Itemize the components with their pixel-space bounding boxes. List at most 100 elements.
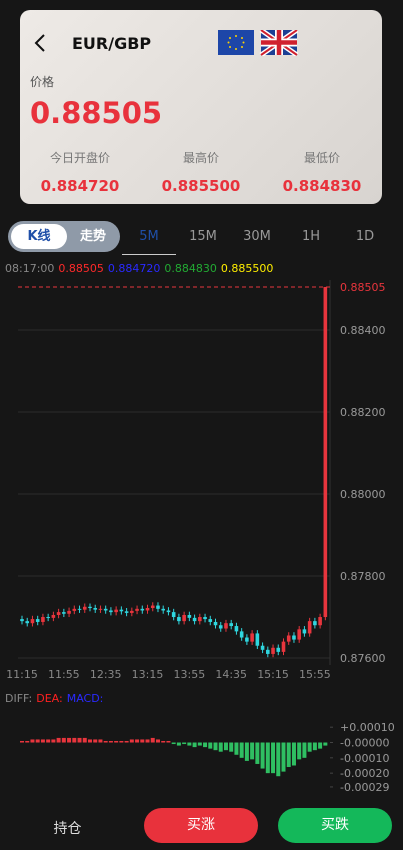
- candle-body: [77, 608, 82, 610]
- candle-body: [150, 605, 155, 609]
- macd-bar: [135, 739, 140, 743]
- candle-body: [213, 621, 218, 626]
- candle-body: [245, 637, 249, 642]
- period-tab[interactable]: 30M: [243, 229, 271, 244]
- macd-bar: [213, 742, 218, 751]
- macd-bar: [35, 739, 40, 743]
- macd-bar: [271, 742, 276, 774]
- macd-bar: [98, 739, 103, 743]
- macd-bar: [82, 737, 87, 743]
- candle-body: [286, 635, 291, 642]
- info-value: 0.885500: [220, 262, 274, 275]
- period-tab[interactable]: 5M: [122, 222, 176, 255]
- x-tick-label: 12:35: [90, 668, 122, 681]
- macd-bar: [260, 742, 265, 769]
- y-tick-label: 0.87800: [340, 570, 386, 583]
- x-tick-label: 11:15: [6, 668, 38, 681]
- macd-bar: [281, 742, 286, 772]
- macd-bar: [46, 739, 51, 743]
- candle-body: [198, 617, 202, 622]
- macd-bar: [161, 740, 166, 743]
- chart: 0.87600 0.87800 0.88000 0.88200 0.88400 11:15…: [6, 280, 395, 794]
- candle-body: [166, 610, 171, 613]
- macd-bar: [56, 737, 61, 743]
- candle-body: [62, 612, 66, 614]
- macd-bar: [155, 739, 160, 743]
- macd-bar: [297, 742, 302, 760]
- candle-body: [145, 608, 150, 611]
- candle-body: [46, 617, 50, 619]
- macd-bar: [265, 742, 270, 774]
- macd-legend-item: DEA:: [36, 692, 63, 705]
- macd-bar: [318, 742, 323, 749]
- stat-value: 0.885500: [161, 177, 241, 195]
- info-time: 08:17:00: [5, 262, 55, 275]
- candle-body: [88, 606, 92, 609]
- x-tick-label: 13:55: [174, 668, 206, 681]
- trend-tab[interactable]: 走势: [79, 229, 106, 244]
- candle-body: [82, 606, 87, 610]
- macd-bar: [203, 742, 208, 748]
- macd-bar: [72, 737, 77, 743]
- x-tick-label: 13:15: [132, 668, 164, 681]
- price-label: 价格: [30, 75, 55, 89]
- candle-body: [103, 608, 108, 611]
- macd-bar: [182, 742, 187, 745]
- macd-bar: [312, 742, 317, 751]
- stat-value: 0.884830: [282, 177, 362, 195]
- macd-bar: [108, 740, 113, 743]
- period-tab[interactable]: 15M: [189, 229, 217, 244]
- buy-down-button[interactable]: 买跌: [278, 808, 392, 843]
- view-toggle: K线 走势: [8, 221, 120, 252]
- candle-body: [292, 635, 296, 640]
- kline-tab[interactable]: K线: [11, 224, 67, 249]
- macd-bar: [307, 742, 312, 752]
- macd-bar: [61, 737, 66, 743]
- macd-bar: [140, 739, 145, 743]
- macd-bar: [218, 742, 223, 752]
- y-tick-label: -0.00010: [340, 752, 389, 765]
- macd-bar: [208, 742, 213, 749]
- macd-bar: [239, 742, 244, 758]
- x-tick-label: 11:55: [48, 668, 80, 681]
- position-tab[interactable]: 持仓: [53, 821, 82, 837]
- candle-body: [187, 614, 192, 618]
- back-button[interactable]: [32, 32, 48, 54]
- y-tick-label: 0.88200: [340, 406, 386, 419]
- info-value: 0.884830: [164, 262, 217, 275]
- candle-body: [297, 629, 301, 640]
- candle-body: [130, 610, 134, 613]
- candle-body: [56, 612, 61, 615]
- candle-body: [135, 608, 139, 611]
- candle-body: [20, 619, 24, 622]
- buy-up-button[interactable]: 买涨: [144, 808, 258, 843]
- macd-bar: [244, 742, 249, 761]
- candle-body: [124, 611, 129, 613]
- macd-bar: [250, 742, 255, 760]
- candle-body: [140, 608, 145, 611]
- macd-bar: [197, 742, 202, 746]
- candle-body: [218, 625, 223, 629]
- macd-bar: [291, 742, 296, 766]
- macd-bar: [323, 742, 328, 746]
- candle-body: [192, 617, 197, 622]
- macd-bar: [25, 740, 30, 743]
- period-tab[interactable]: 1D: [355, 229, 375, 244]
- candle-body: [93, 608, 98, 610]
- y-tick-label: -0.00000: [340, 737, 389, 750]
- period-tab[interactable]: 1H: [301, 229, 321, 244]
- last-price-label: 0.88505: [340, 281, 386, 294]
- stat-label: 最高价: [182, 151, 219, 165]
- macd-bar: [93, 739, 98, 743]
- candle-body: [25, 621, 30, 624]
- info-value: 0.884720: [107, 262, 161, 275]
- macd-bar: [103, 740, 108, 743]
- y-tick-label: 0.87600: [340, 652, 386, 665]
- y-tick-label: 0.88400: [340, 324, 386, 337]
- candle-body: [72, 608, 77, 611]
- candle-body: [182, 614, 186, 622]
- macd-bar: [302, 742, 307, 758]
- y-tick-label: 0.88000: [340, 488, 386, 501]
- flags: [218, 30, 298, 56]
